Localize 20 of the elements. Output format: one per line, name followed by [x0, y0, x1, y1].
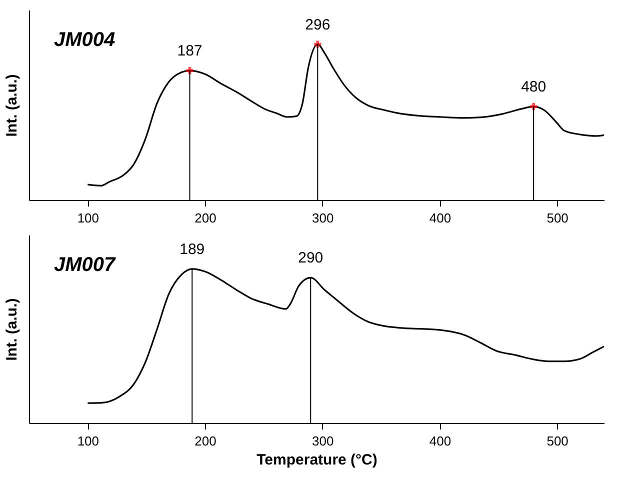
x-tick-label: 200	[194, 434, 216, 448]
y-axis-title: Int. (a.u.)	[4, 74, 20, 137]
chart-title: JM004	[54, 29, 116, 51]
x-tick-label: 400	[429, 434, 452, 448]
ref-line-label: 189	[180, 240, 205, 258]
x-tick-label: 500	[546, 434, 568, 448]
x-tick-label: 500	[546, 210, 568, 226]
x-axis-title: Temperature (°C)	[256, 452, 378, 468]
x-tick-label: 200	[194, 210, 216, 226]
y-axis-title: Int. (a.u.)	[4, 298, 20, 361]
x-tick-label: 100	[77, 210, 100, 226]
x-tick-label: 300	[312, 434, 334, 448]
x-tick-label: 400	[429, 210, 452, 226]
chart-title: JM007	[54, 254, 116, 276]
x-tick-label: 100	[77, 434, 100, 448]
x-tick-label: 300	[312, 210, 334, 226]
ref-line-label: 296	[305, 16, 330, 34]
ref-line-label: 480	[521, 78, 546, 96]
ref-line-label: 290	[298, 250, 324, 267]
ref-line-label: 187	[177, 42, 202, 60]
